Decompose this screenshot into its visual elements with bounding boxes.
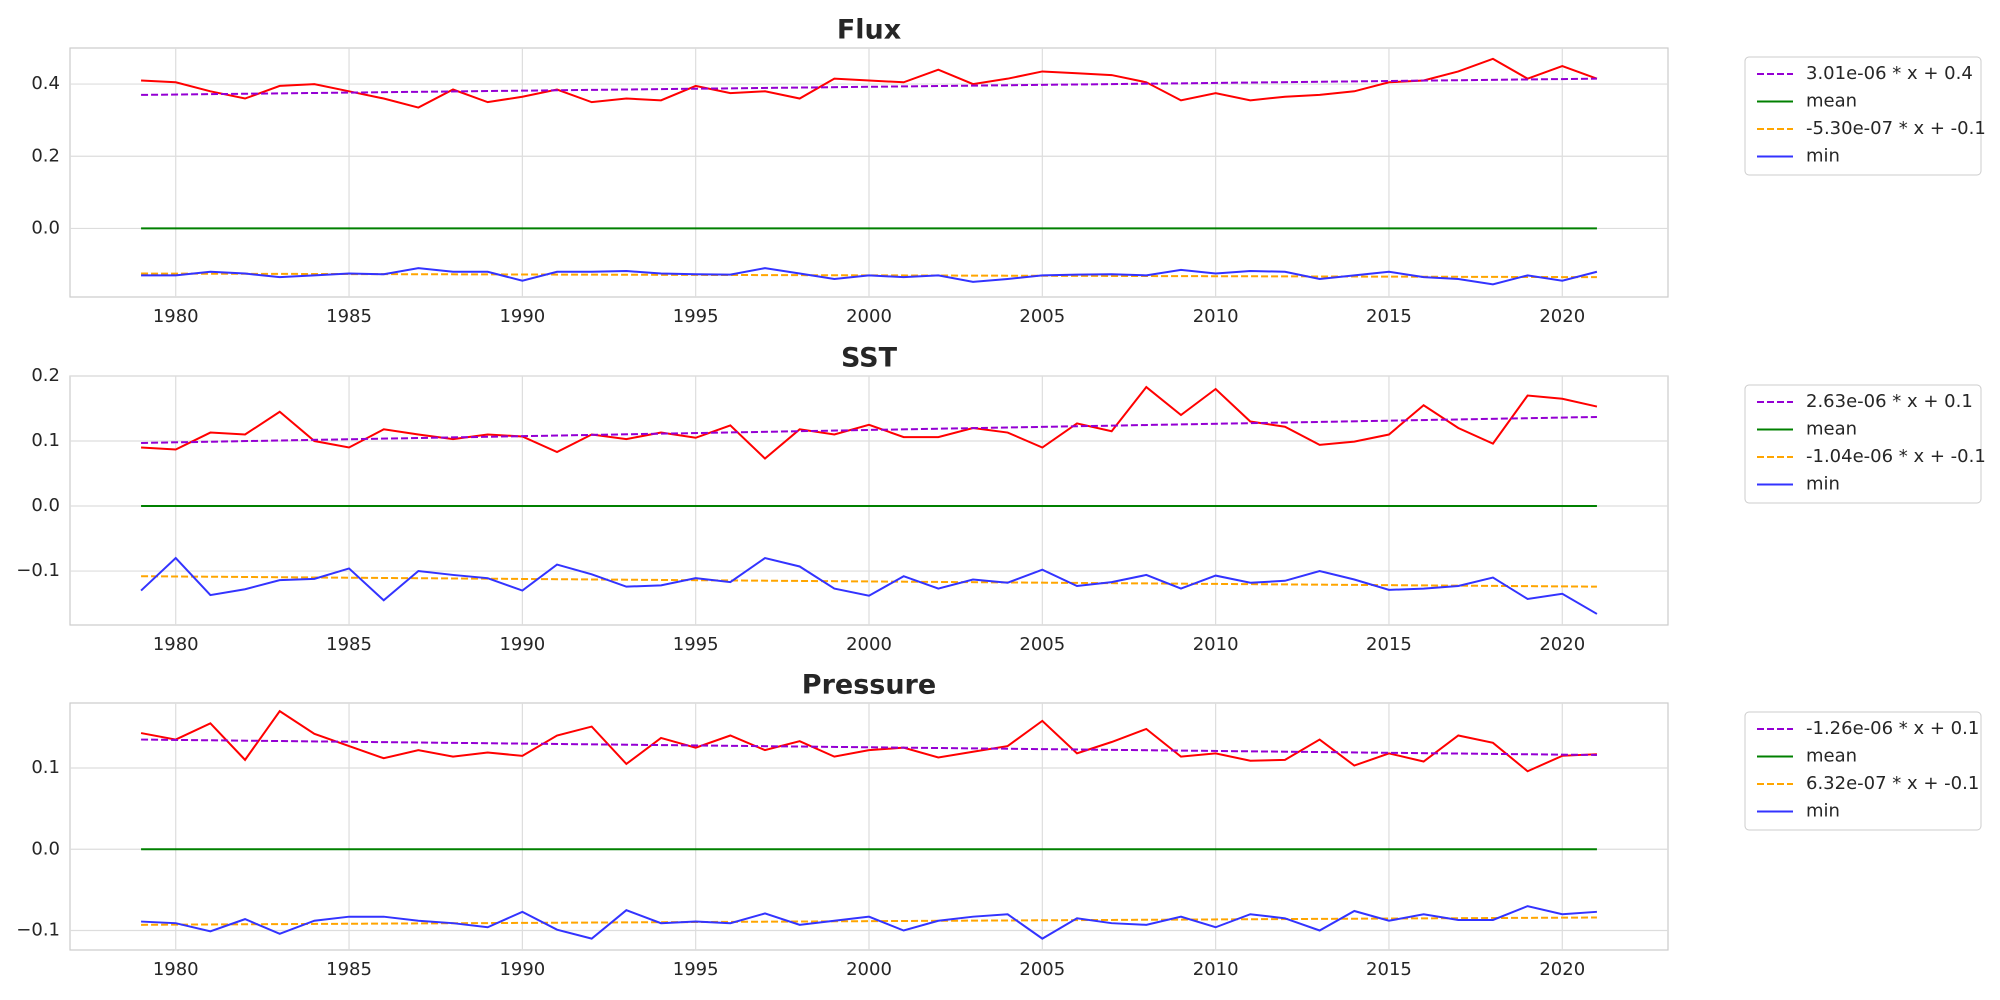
- legend-label: -5.30e-07 * x + -0.1: [1806, 118, 1986, 139]
- x-tick-label: 1985: [326, 306, 372, 327]
- y-tick-label: −0.1: [16, 920, 60, 941]
- legend-label: mean: [1806, 419, 1857, 440]
- legend-label: min: [1806, 146, 1840, 167]
- x-tick-label: 2005: [1019, 959, 1065, 980]
- series-line: [140, 709, 1597, 773]
- series-line: [141, 385, 1598, 460]
- series-line: [141, 57, 1598, 109]
- legend-label: -1.04e-06 * x + -0.1: [1806, 446, 1986, 467]
- legend-label: 6.32e-07 * x + -0.1: [1806, 773, 1979, 794]
- series-line: [141, 415, 1597, 444]
- series-line: [141, 905, 1598, 940]
- x-tick-label: 2000: [846, 959, 892, 980]
- legend: [1744, 56, 1982, 176]
- x-tick-label: 2020: [1539, 306, 1585, 327]
- y-tick-label: 0.1: [31, 757, 60, 778]
- y-tick-label: 0.0: [31, 495, 60, 516]
- y-tick-label: 0.4: [31, 73, 60, 94]
- x-tick-label: 1980: [153, 306, 199, 327]
- legend-label: 3.01e-06 * x + 0.4: [1806, 63, 1973, 84]
- x-tick-label: 1995: [673, 634, 719, 655]
- x-tick-label: 2005: [1019, 634, 1065, 655]
- y-tick-label: 0.0: [31, 838, 60, 859]
- x-tick-label: 1980: [153, 634, 199, 655]
- series-line: [141, 267, 1598, 286]
- series-line: [140, 556, 1598, 615]
- x-tick-label: 1985: [326, 959, 372, 980]
- x-tick-label: 2010: [1193, 959, 1239, 980]
- x-tick-label: 2020: [1539, 634, 1585, 655]
- x-tick-label: 2015: [1366, 306, 1412, 327]
- legend-label: min: [1806, 801, 1840, 822]
- x-tick-label: 2015: [1366, 959, 1412, 980]
- subplot: 1980 1985 1990 1995 2000 2005 2010 2015 2020 −0.1…: [16, 343, 1986, 656]
- chart-title: Flux: [837, 15, 901, 46]
- x-tick-label: 2020: [1539, 959, 1585, 980]
- legend-label: 2.63e-06 * x + 0.1: [1806, 391, 1973, 412]
- series-line: [141, 575, 1597, 588]
- subplot: 1980 1985 1990 1995 2000 2005 2010 2015 2020 −0.1…: [16, 670, 1982, 980]
- y-tick-label: 0.1: [31, 430, 60, 451]
- x-tick-label: 1990: [499, 634, 545, 655]
- x-tick-label: 1985: [326, 634, 372, 655]
- legend: [1744, 711, 1982, 831]
- legend-label: min: [1806, 474, 1840, 495]
- x-tick-label: 2000: [846, 306, 892, 327]
- x-tick-label: 1980: [153, 959, 199, 980]
- subplot: 1980 1985 1990 1995 2000 2005 2010 2015 2020 0.0 0…: [31, 15, 1985, 328]
- legend-label: mean: [1806, 746, 1857, 767]
- x-tick-label: 2000: [846, 634, 892, 655]
- series-line: [141, 77, 1597, 96]
- x-tick-label: 1990: [499, 959, 545, 980]
- legend: [1744, 384, 1982, 504]
- x-tick-label: 1990: [499, 306, 545, 327]
- x-tick-label: 1995: [673, 959, 719, 980]
- legend-label: -1.26e-06 * x + 0.1: [1806, 718, 1979, 739]
- y-tick-label: 0.0: [31, 217, 60, 238]
- x-tick-label: 2010: [1193, 306, 1239, 327]
- x-tick-label: 2010: [1193, 634, 1239, 655]
- x-tick-label: 2005: [1019, 306, 1065, 327]
- series-line: [141, 738, 1597, 756]
- chart-title: SST: [841, 343, 898, 374]
- legend-label: mean: [1806, 91, 1857, 112]
- series-line: [141, 916, 1597, 926]
- y-tick-label: 0.2: [31, 145, 60, 166]
- chart-title: Pressure: [802, 670, 936, 701]
- y-tick-label: −0.1: [16, 560, 60, 581]
- y-tick-label: 0.2: [31, 365, 60, 386]
- x-tick-label: 2015: [1366, 634, 1412, 655]
- x-tick-label: 1995: [673, 306, 719, 327]
